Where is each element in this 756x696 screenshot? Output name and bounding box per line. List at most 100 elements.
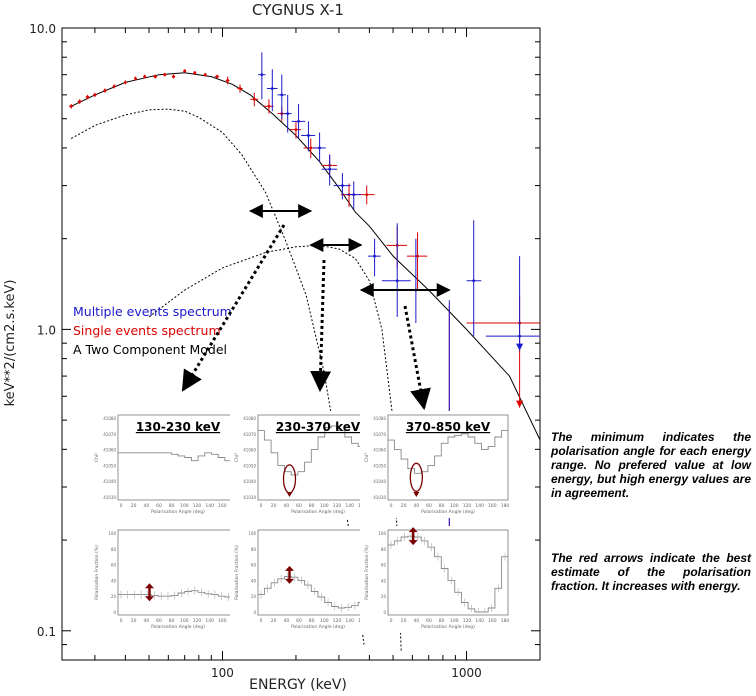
x-tick-label: 1000 [451,666,482,680]
inset-range-title: 370-850 keV [406,420,491,434]
inset-x-tick-label: 0 [390,503,393,509]
inset-x-tick-label: 0 [120,503,123,509]
inset-x-axis-label: Polarisation Angle (deg) [291,624,345,630]
inset-x-tick-label: 80 [169,618,175,624]
inset-x-tick-label: 20 [131,503,137,509]
chart-title: CYGNUS X-1 [252,1,344,19]
inset-x-tick-label: 40 [143,618,149,624]
inset-x-tick-label: 60 [156,503,162,509]
note-arrows-text: The red arrows indicate the best estimat… [551,551,751,593]
data-point [85,94,90,100]
energy-range-pointer [403,305,431,411]
inset-x-axis-label: Polarisation Angle (deg) [151,624,205,630]
inset-y-axis-label: Polarisation Fraction (%) [234,545,240,600]
energy-range-pointer [310,259,332,393]
inset-x-tick-label: 140 [475,618,484,624]
note-minimum: The minimum indicates the polarisation a… [551,430,751,500]
upper-limit-arrow [516,343,524,351]
data-point [485,256,540,351]
y-tick-label: 1.0 [37,323,56,337]
inset-curve [258,425,378,476]
inset-y-tick-label: 41040 [243,479,256,484]
inset-y-axis-label: Chi² [94,453,100,462]
best-estimate-arrow-down [145,596,154,602]
inset-y-axis-label: Polarisation Fraction (%) [364,545,370,600]
inset-y-axis-label: Chi² [234,453,240,462]
data-point [266,69,278,112]
inset-x-tick-label: 60 [156,618,162,624]
inset-x-tick-label: 80 [309,503,315,509]
data-point [237,84,243,93]
inset-y-tick-label: 41060 [373,448,386,453]
data-point [134,76,137,81]
inset-y-tick-label: 80 [111,547,117,552]
x-tick-label: 100 [211,666,234,680]
x-axis-label: ENERGY (keV) [249,677,347,693]
data-point [68,103,74,109]
minimum-marker [413,492,420,497]
inset-panel-chi2: 41080 41070 41060 41050 41040 41030 0 20 40 60 80 1… [360,411,516,518]
inset-x-tick-label: 60 [426,618,432,624]
inset-y-tick-label: 41070 [103,432,116,437]
inset-y-tick-label: 40 [111,578,117,583]
inset-panel-chi2: 41080 41070 41060 41050 41040 41030 0 20 40 60 80 1… [90,411,246,518]
data-point [466,295,540,408]
inset-x-tick-label: 40 [413,503,419,509]
model-comp-2-curve [148,244,402,653]
inset-x-axis-label: Polarisation Angle (deg) [291,509,345,515]
inset-y-tick-label: 41040 [103,479,116,484]
inset-curve [258,576,378,609]
inset-x-tick-label: 120 [463,503,472,509]
inset-y-tick-label: 60 [111,563,117,568]
inset-x-tick-label: 160 [218,618,227,624]
data-point [77,99,82,104]
inset-y-tick-label: 0 [253,610,256,615]
inset-y-tick-label: 60 [381,563,387,568]
inset-y-tick-label: 41070 [373,432,386,437]
model-total-curve [70,72,540,441]
inset-y-tick-label: 20 [111,594,117,599]
inset-y-tick-label: 41050 [103,463,116,468]
inset-x-tick-label: 180 [501,618,510,624]
data-point [283,94,292,133]
inset-y-tick-label: 0 [113,610,116,615]
data-point [193,70,197,75]
y-axis-label: keV**2/(cm2.s.keV) [3,280,18,407]
best-estimate-stem [288,569,291,580]
inset-x-tick-label: 160 [218,503,227,509]
data-point [143,74,147,79]
inset-y-tick-label: 100 [378,531,386,536]
inset-y-tick-label: 41040 [373,479,386,484]
data-point [301,121,316,152]
inset-x-tick-label: 120 [463,618,472,624]
legend-entry: Multiple events spectrum [73,304,232,319]
data-point [321,154,338,186]
inset-x-tick-label: 40 [413,618,419,624]
plot-frame [61,27,541,661]
inset-x-tick-label: 100 [320,618,329,624]
inset-x-tick-label: 0 [260,503,263,509]
data-point [203,72,207,77]
inset-x-tick-label: 40 [143,503,149,509]
inset-range-title: 130-230 keV [136,420,221,434]
inset-x-tick-label: 20 [401,618,407,624]
inset-y-tick-label: 41030 [103,495,116,500]
inset-y-tick-label: 41080 [243,416,256,421]
data-point [123,80,127,85]
data-point [112,84,116,89]
inset-y-tick-label: 80 [381,547,387,552]
inset-x-tick-label: 80 [439,503,445,509]
inset-x-tick-label: 20 [271,503,277,509]
best-estimate-arrow-up [145,583,154,589]
inset-curve [118,452,238,462]
inset-y-tick-label: 40 [381,578,387,583]
inset-y-tick-label: 41030 [373,495,386,500]
data-point [313,132,326,162]
minimum-marker [286,492,293,497]
data-point [250,92,259,107]
inset-x-tick-label: 80 [169,503,175,509]
data-point [225,76,230,85]
inset-x-tick-label: 40 [283,503,289,509]
inset-x-tick-label: 60 [426,503,432,509]
